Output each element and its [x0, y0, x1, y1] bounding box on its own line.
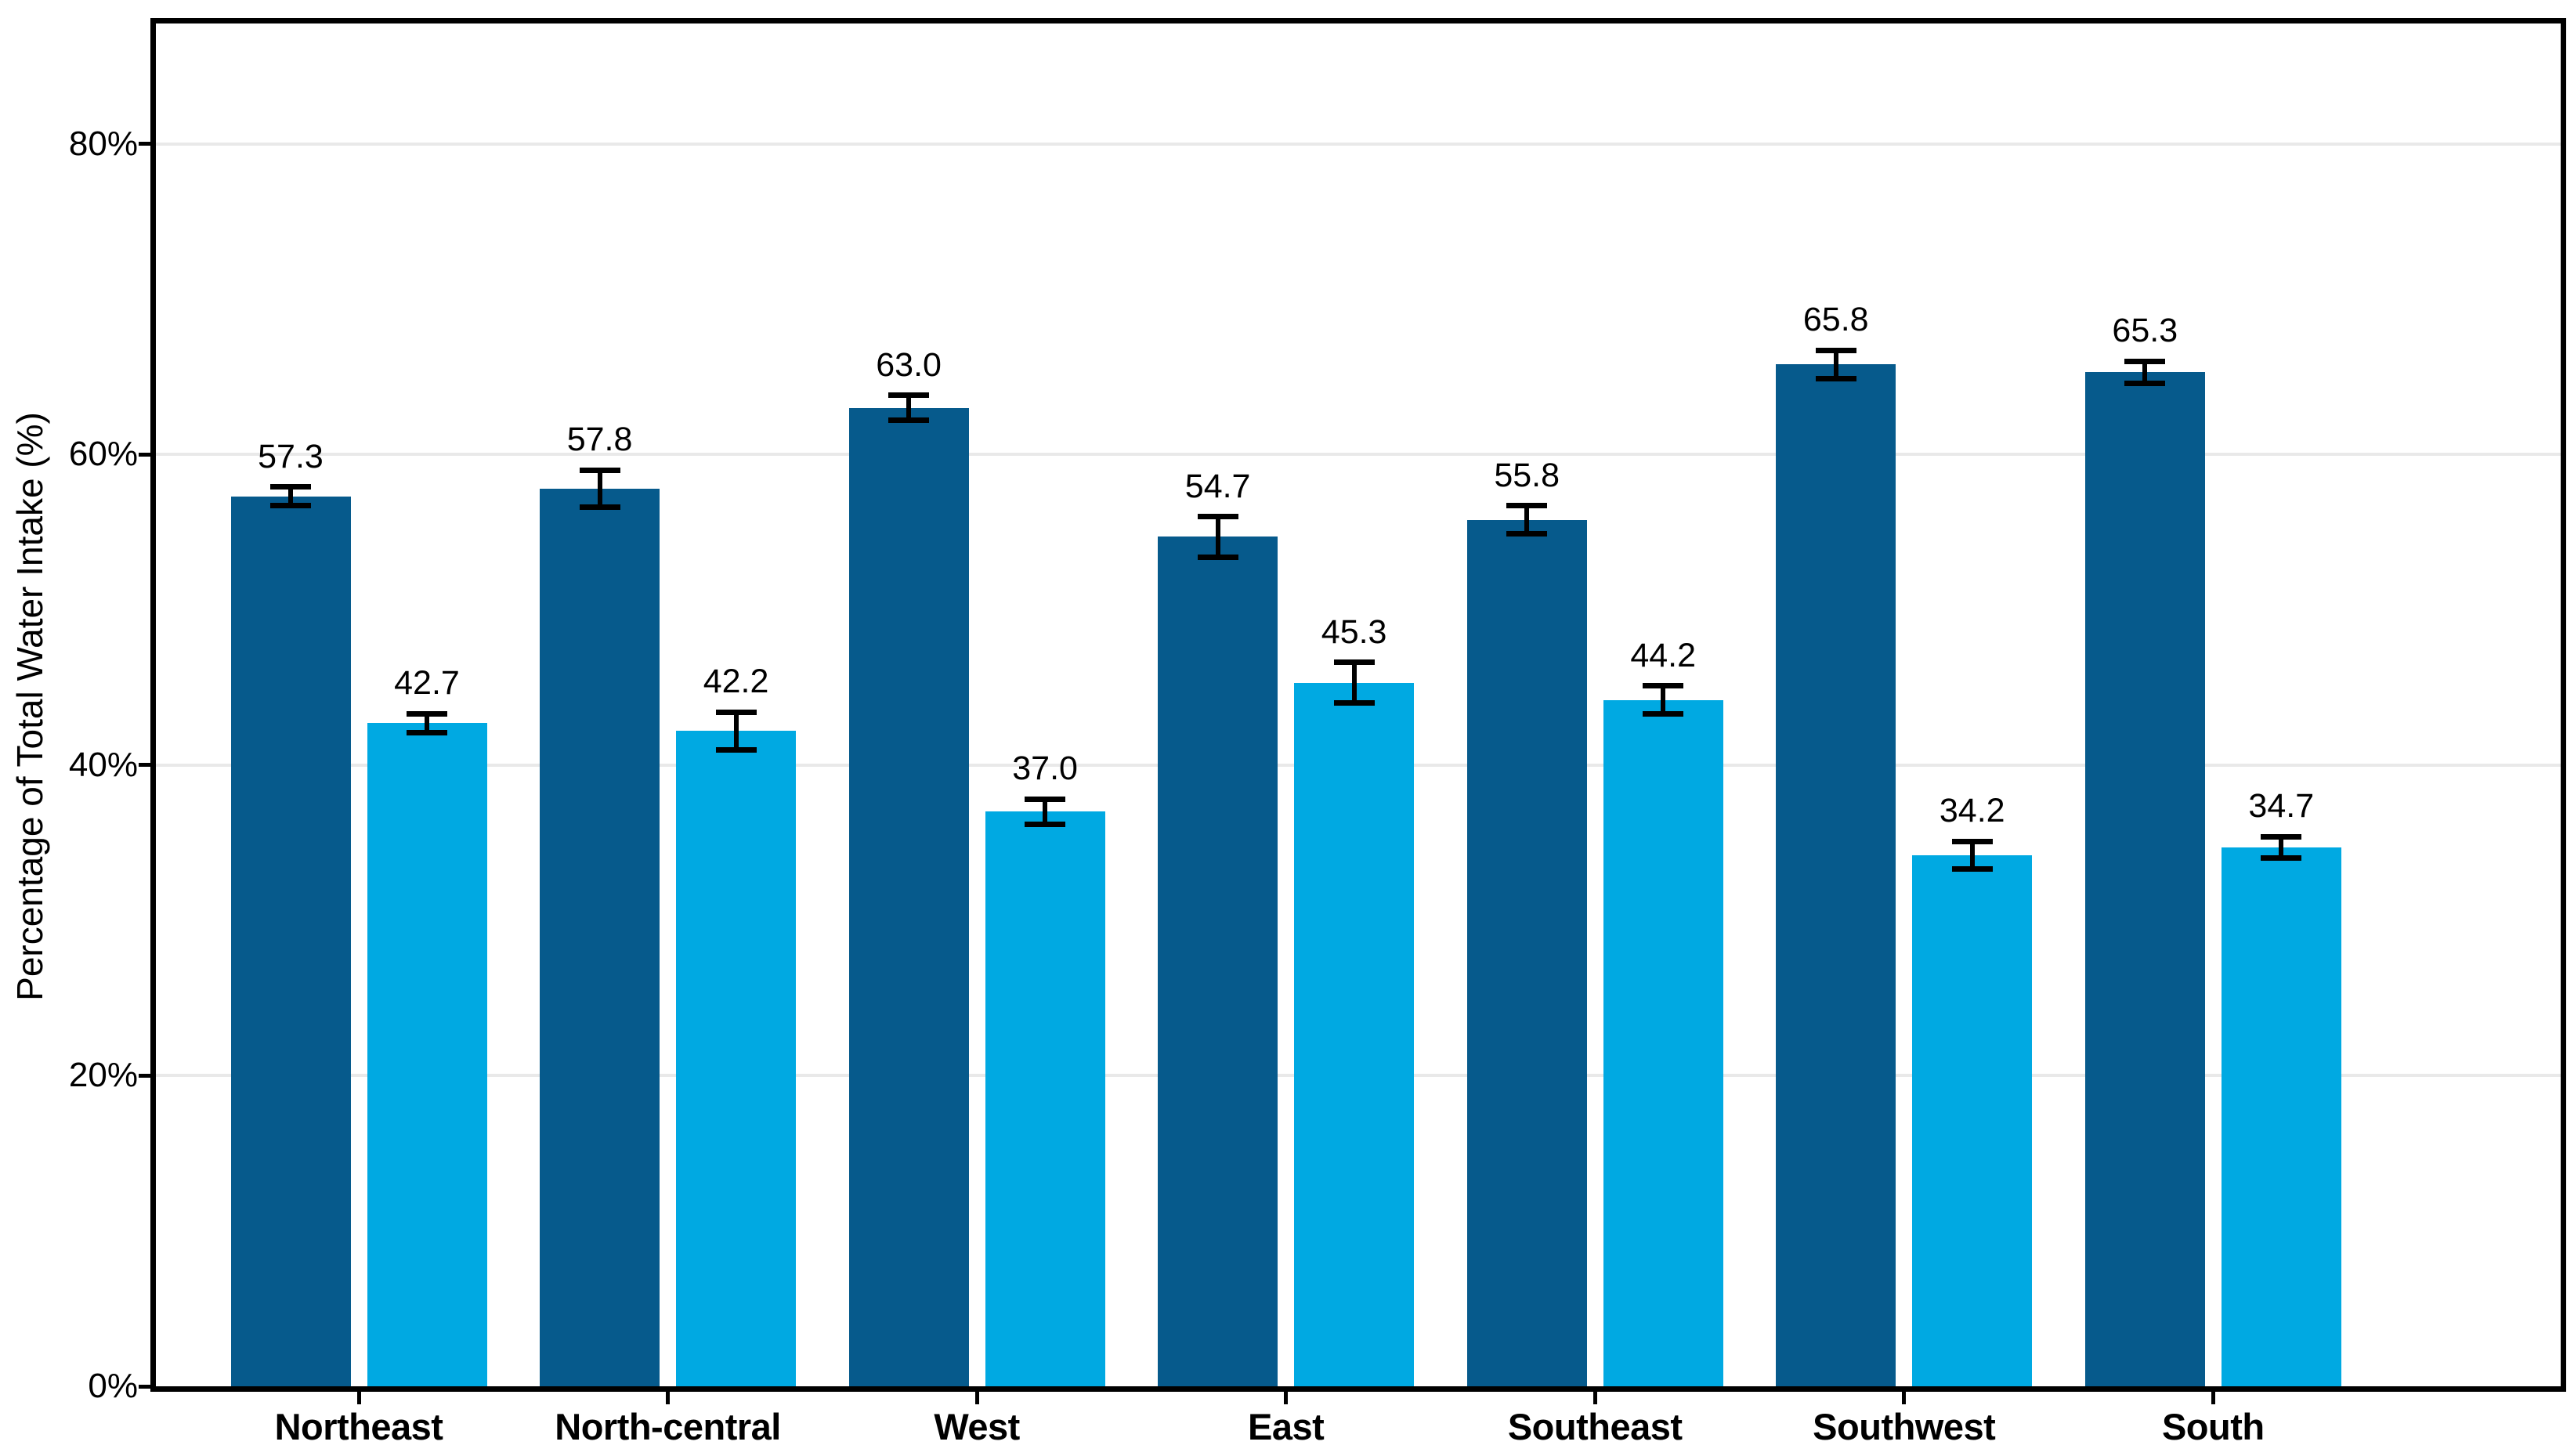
error-bar-stem	[1215, 516, 1220, 558]
bar-value-label-54.7: 54.7	[1184, 467, 1251, 505]
error-bar-cap-top	[1025, 796, 1066, 802]
error-bar-stem	[597, 470, 602, 508]
y-axis-title: Percentage of Total Water Intake (%)	[9, 412, 50, 1001]
gridline-80%	[156, 142, 2561, 146]
error-bar-cap-bottom	[715, 746, 757, 753]
error-bar-cap-bottom	[1025, 821, 1066, 827]
bar-southeast-light-blue-series	[1603, 699, 1723, 1386]
bar-value-label-55.8: 55.8	[1494, 456, 1560, 494]
x-tick-label-West: West	[934, 1406, 1020, 1447]
bar-east-light-blue-series	[1294, 682, 1415, 1386]
x-tick-label-Northeast: Northeast	[274, 1406, 443, 1447]
error-bar-cap-top	[2261, 833, 2302, 840]
error-bar-cap-bottom	[270, 503, 311, 509]
bar-west-light-blue-series	[985, 811, 1105, 1386]
bar-value-label-34.2: 34.2	[1939, 792, 2005, 829]
plot-border	[150, 18, 2566, 1392]
error-bar-cap-top	[888, 392, 930, 399]
x-tick-label-South: South	[2161, 1406, 2265, 1447]
x-tick-label-Southeast: Southeast	[1507, 1406, 1683, 1447]
x-tick-South	[2211, 1392, 2215, 1404]
error-bar-cap-bottom	[888, 417, 930, 424]
bar-value-label-57.3: 57.3	[258, 437, 324, 475]
error-bar-cap-top	[1815, 347, 1856, 353]
y-tick-label-80%: 80%	[68, 124, 138, 163]
bar-value-label-57.8: 57.8	[566, 421, 633, 459]
bar-value-label-37.0: 37.0	[1012, 750, 1078, 788]
error-bar-stem	[1043, 799, 1048, 825]
error-bar-cap-top	[1197, 514, 1238, 520]
x-tick-North-central	[666, 1392, 671, 1404]
bar-value-label-34.7: 34.7	[2248, 787, 2315, 826]
x-tick-Northeast	[356, 1392, 361, 1404]
error-bar-stem	[425, 714, 429, 733]
x-tick-West	[974, 1392, 979, 1404]
error-bar-stem	[1833, 350, 1838, 379]
error-bar-cap-bottom	[2124, 380, 2166, 386]
bar-value-label-44.2: 44.2	[1630, 636, 1697, 674]
error-bar-cap-top	[715, 709, 757, 715]
bar-west-dark-blue-series	[848, 407, 969, 1386]
error-bar-cap-top	[407, 710, 447, 717]
error-bar-stem	[1524, 505, 1530, 534]
error-bar-cap-top	[1643, 683, 1684, 689]
x-tick-Southeast	[1592, 1392, 1597, 1404]
bar-north-central-light-blue-series	[676, 731, 797, 1386]
bar-east-dark-blue-series	[1158, 537, 1278, 1386]
error-bar-cap-bottom	[1951, 866, 1993, 873]
bar-southwest-light-blue-series	[1912, 854, 2033, 1386]
y-tick-40%	[139, 763, 150, 768]
x-tick-East	[1284, 1392, 1289, 1404]
error-bar-cap-bottom	[407, 729, 447, 735]
error-bar-stem	[733, 712, 739, 750]
error-bar-cap-bottom	[1506, 530, 1548, 537]
bar-value-label-45.3: 45.3	[1321, 612, 1387, 651]
y-tick-label-60%: 60%	[68, 435, 138, 474]
error-bar-cap-top	[1951, 838, 1993, 844]
error-bar-stem	[1969, 841, 1975, 869]
error-bar-stem	[2142, 361, 2148, 384]
error-bar-stem	[906, 395, 912, 421]
x-tick-Southwest	[1902, 1392, 1907, 1404]
y-tick-0%	[139, 1384, 150, 1389]
error-bar-cap-bottom	[2261, 855, 2302, 862]
y-tick-label-40%: 40%	[68, 745, 138, 784]
x-tick-label-North-central: North-central	[555, 1406, 781, 1447]
bar-south-dark-blue-series	[2084, 372, 2205, 1386]
bar-value-label-63.0: 63.0	[876, 345, 942, 384]
error-bar-cap-bottom	[579, 504, 620, 511]
y-tick-label-20%: 20%	[68, 1056, 138, 1095]
y-tick-80%	[139, 142, 150, 146]
y-tick-label-0%: 0%	[88, 1367, 138, 1405]
bar-value-label-65.8: 65.8	[1802, 301, 1869, 339]
error-bar-stem	[1351, 662, 1357, 703]
bar-southwest-dark-blue-series	[1776, 364, 1896, 1386]
error-bar-stem	[288, 486, 293, 506]
error-bar-cap-top	[579, 467, 620, 473]
error-bar-cap-top	[1506, 503, 1548, 509]
gridline-60%	[156, 453, 2561, 457]
error-bar-stem	[2279, 836, 2284, 858]
x-tick-label-East: East	[1248, 1406, 1325, 1447]
error-bar-cap-bottom	[1333, 700, 1375, 706]
bar-value-label-65.3: 65.3	[2112, 312, 2178, 350]
bar-northeast-dark-blue-series	[230, 496, 351, 1386]
error-bar-cap-top	[270, 484, 311, 490]
y-tick-60%	[139, 452, 150, 457]
bar-north-central-dark-blue-series	[540, 488, 660, 1386]
error-bar-cap-top	[1333, 659, 1375, 666]
bar-southeast-dark-blue-series	[1466, 519, 1587, 1386]
bar-northeast-light-blue-series	[367, 723, 487, 1386]
y-tick-20%	[139, 1073, 150, 1078]
error-bar-cap-bottom	[1815, 375, 1856, 381]
bar-value-label-42.7: 42.7	[394, 664, 460, 703]
error-bar-cap-bottom	[1197, 554, 1238, 560]
error-bar-cap-bottom	[1643, 710, 1684, 717]
bar-value-label-42.2: 42.2	[703, 663, 769, 701]
error-bar-stem	[1661, 685, 1666, 714]
bar-south-light-blue-series	[2221, 847, 2341, 1386]
x-tick-label-Southwest: Southwest	[1813, 1406, 1996, 1447]
error-bar-cap-top	[2124, 358, 2166, 364]
